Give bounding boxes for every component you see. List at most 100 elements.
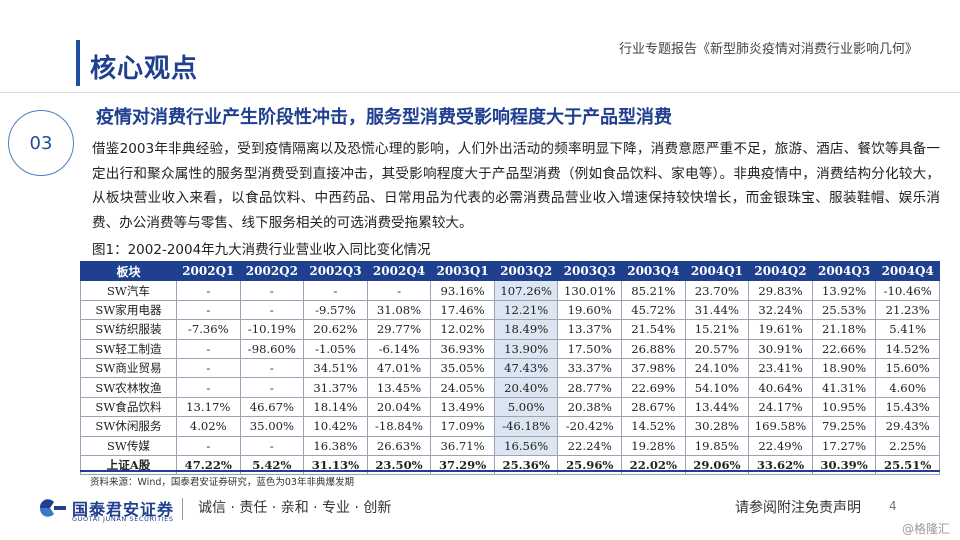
- table-cell-value: -: [176, 357, 241, 379]
- table-header-period: 2004Q4: [875, 260, 940, 282]
- header-divider: [0, 92, 960, 93]
- table-cell-value: 17.46%: [430, 299, 495, 321]
- table-cell-value: -: [303, 280, 368, 301]
- table-header-period: 2002Q4: [366, 260, 432, 282]
- table-cell-value: 20.38%: [557, 396, 623, 418]
- table-cell-value: 40.64%: [748, 377, 813, 398]
- table-cell-sector: SW食品饮料: [80, 396, 177, 418]
- table-cell-value: 17.50%: [557, 338, 623, 359]
- table-cell-value: 130.01%: [557, 280, 623, 301]
- table-header-period: 2003Q1: [430, 260, 495, 282]
- table-header-period: 2003Q3: [557, 260, 623, 282]
- table-cell-value: 25.53%: [811, 299, 877, 321]
- table-row: SW传媒 - -16.38% 26.63% 36.71% 16.56% 22.24% 19.2…: [80, 435, 940, 456]
- table-cell-value: -: [239, 377, 305, 398]
- table-row: SW农林牧渔 - -31.37% 13.45% 24.05% 20.40% 28.77% 22…: [80, 377, 940, 398]
- table-row: SW纺织服装 -7.36% -10.19% 20.62% 29.77% 12.02% 18.…: [80, 319, 940, 340]
- source-note: 资料来源：Wind，国泰君安证券研究，蓝色为03年非典爆发期: [90, 477, 354, 488]
- table-header-period: 2002Q2: [239, 260, 305, 282]
- table-cell-value: 4.60%: [875, 377, 940, 398]
- table-cell-value: 13.92%: [811, 280, 877, 301]
- table-cell-value: -1.05%: [303, 338, 368, 359]
- table-cell-value: 47.01%: [366, 357, 432, 379]
- table-cell-value: 16.38%: [303, 435, 368, 456]
- table-cell-value: -: [176, 435, 241, 456]
- table-cell-value: 36.93%: [430, 338, 495, 359]
- section-heading: 疫情对消费行业产生阶段性冲击，服务型消费受影响程度大于产品型消费: [96, 107, 672, 128]
- table-cell-value: 13.49%: [430, 396, 495, 418]
- table-cell-value: 47.43%: [493, 357, 559, 379]
- page-title: 核心观点: [90, 54, 199, 84]
- table-cell-value: 18.49%: [493, 319, 559, 340]
- table-cell-value: 30.91%: [748, 338, 813, 359]
- table-cell-value: 13.90%: [493, 338, 559, 359]
- table-cell-sector: SW家用电器: [80, 299, 177, 321]
- table-cell-value: -: [176, 299, 241, 321]
- table-cell-value: 35.05%: [430, 357, 495, 379]
- table-cell-value: 32.24%: [748, 299, 813, 321]
- table-cell-value: 13.45%: [366, 377, 432, 398]
- table-cell-value: -10.46%: [875, 280, 940, 301]
- revenue-growth-table: 板块 2002Q1 2002Q2 2002Q3 2002Q4 2003Q1 2003Q2 20…: [80, 260, 940, 476]
- table-cell-value: 5.41%: [875, 319, 940, 340]
- table-cell-value: 12.02%: [430, 319, 495, 340]
- table-cell-value: 26.63%: [366, 435, 432, 456]
- table-cell-value: 15.43%: [875, 396, 940, 418]
- table-cell-value: 36.71%: [430, 435, 495, 456]
- table-cell-value: 23.70%: [684, 280, 750, 301]
- report-title: 行业专题报告《新型肺炎疫情对消费行业影响几何》: [618, 42, 918, 57]
- table-cell-value: 13.17%: [176, 396, 241, 418]
- table-cell-value: 46.67%: [239, 396, 305, 418]
- table-cell-value: 20.40%: [493, 377, 559, 398]
- table-cell-value: 18.90%: [811, 357, 877, 379]
- table-cell-value: 93.16%: [430, 280, 495, 301]
- table-cell-value: 22.24%: [557, 435, 623, 456]
- table-row: SW轻工制造 - -98.60% -1.05% -6.14% 36.93% 13.90% 17…: [80, 338, 940, 359]
- table-cell-value: -18.84%: [366, 416, 432, 437]
- table-cell-value: 19.28%: [621, 435, 686, 456]
- table-cell-value: 10.95%: [811, 396, 877, 418]
- watermark: @格隆汇: [902, 522, 951, 536]
- table-cell-value: 31.44%: [684, 299, 750, 321]
- table-cell-sector: SW传媒: [80, 435, 177, 456]
- table-cell-value: -98.60%: [239, 338, 305, 359]
- title-accent-bar: [76, 40, 80, 86]
- section-number-badge: 03: [8, 110, 74, 176]
- table-cell-value: 45.72%: [621, 299, 686, 321]
- company-logo-name: 国泰君安证券: [72, 500, 175, 519]
- table-row: SW食品饮料 13.17% 46.67% 18.14% 20.04% 13.49% 5.00…: [80, 396, 940, 418]
- table-cell-sector: SW纺织服装: [80, 319, 177, 340]
- table-cell-value: 21.54%: [621, 319, 686, 340]
- table-cell-value: 13.37%: [557, 319, 623, 340]
- table-cell-value: 20.57%: [684, 338, 750, 359]
- figure-caption: 图1：2002-2004年九大消费行业营业收入同比变化情况: [92, 242, 431, 258]
- table-cell-value: 22.66%: [811, 338, 877, 359]
- table-cell-value: 4.02%: [176, 416, 241, 437]
- table-cell-value: -: [366, 280, 432, 301]
- table-cell-value: 17.09%: [430, 416, 495, 437]
- table-cell-value: 19.61%: [748, 319, 813, 340]
- table-cell-value: 15.21%: [684, 319, 750, 340]
- table-cell-value: -: [239, 435, 305, 456]
- table-body: SW汽车 - - - -93.16% 107.26% 130.01% 85.21% 23.70%…: [80, 280, 940, 476]
- table-header-sector: 板块: [80, 260, 177, 282]
- table-cell-value: 13.44%: [684, 396, 750, 418]
- table-cell-value: -: [239, 299, 305, 321]
- company-logo-icon: [39, 499, 66, 517]
- table-cell-value: 33.37%: [557, 357, 623, 379]
- table-cell-value: 107.26%: [493, 280, 559, 301]
- table-cell-value: 37.98%: [621, 357, 686, 379]
- table-cell-value: -: [239, 357, 305, 379]
- footer-slogan: 诚信 · 责任 · 亲和 · 专业 · 创新: [198, 500, 392, 516]
- table-cell-value: 22.69%: [621, 377, 686, 398]
- table-cell-value: 79.25%: [811, 416, 877, 437]
- table-cell-value: -: [176, 280, 241, 301]
- table-cell-sector: SW休闲服务: [80, 416, 177, 437]
- table-header-period: 2004Q2: [748, 260, 813, 282]
- table-cell-value: 18.14%: [303, 396, 368, 418]
- table-cell-value: 29.77%: [366, 319, 432, 340]
- table-row: SW汽车 - - - -93.16% 107.26% 130.01% 85.21% 23.70%…: [80, 280, 940, 301]
- table-row: SW休闲服务 4.02% 35.00% 10.42% -18.84% 17.09% -46.…: [80, 416, 940, 437]
- table-cell-value: 24.17%: [748, 396, 813, 418]
- table-cell-value: 10.42%: [303, 416, 368, 437]
